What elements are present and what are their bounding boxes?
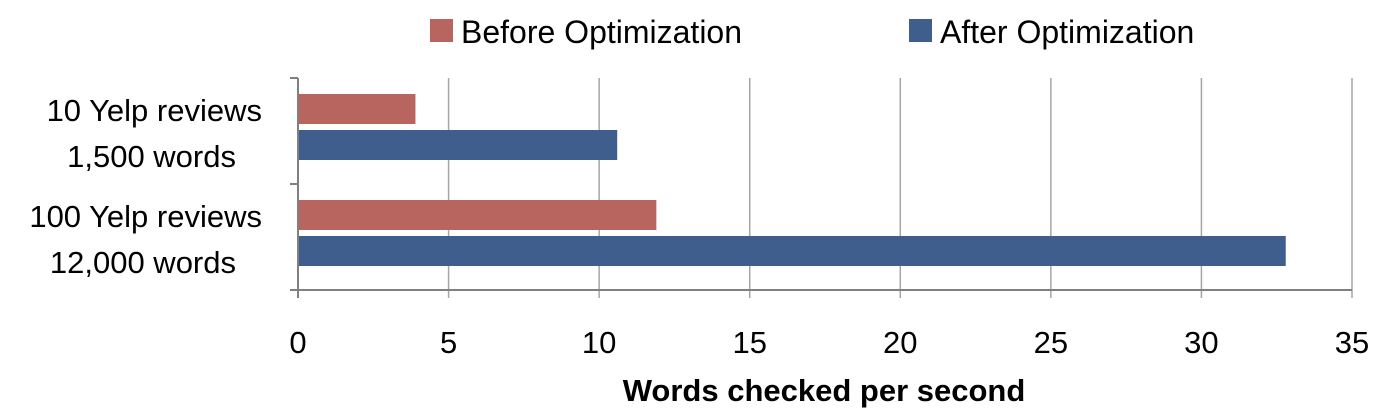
bar-after-1 [298, 130, 618, 160]
legend-swatch-before [430, 19, 453, 42]
bar-before-1 [298, 94, 416, 124]
x-tick-label: 10 [582, 325, 616, 360]
legend-label-before: Before Optimization [461, 14, 742, 50]
x-tick-label: 15 [732, 325, 766, 360]
x-tick-label: 25 [1034, 325, 1068, 360]
grid-lines [447, 78, 1353, 298]
legend-label-after: After Optimization [940, 14, 1194, 50]
x-tick-label: 5 [440, 325, 457, 360]
category-label-line: 10 Yelp reviews [47, 93, 262, 128]
x-tick-label: 30 [1184, 325, 1218, 360]
category-label-line: 12,000 words [50, 245, 236, 280]
bar-after-2 [298, 236, 1286, 266]
axes [290, 77, 1352, 298]
x-tick-labels: 0 5 10 15 20 25 30 35 [289, 325, 1369, 360]
category-label-line: 100 Yelp reviews [29, 199, 262, 234]
x-tick-label: 0 [289, 325, 306, 360]
bar-before-2 [298, 200, 657, 230]
x-tick-label: 20 [883, 325, 917, 360]
x-axis-title: Words checked per second [623, 373, 1026, 408]
category-labels: 10 Yelp reviews 1,500 words 100 Yelp revie… [29, 93, 262, 280]
legend: Before Optimization After Optimization [430, 14, 1194, 50]
category-label-line: 1,500 words [67, 139, 236, 174]
bars [298, 94, 1286, 266]
legend-swatch-after [909, 19, 932, 42]
x-tick-label: 35 [1335, 325, 1369, 360]
